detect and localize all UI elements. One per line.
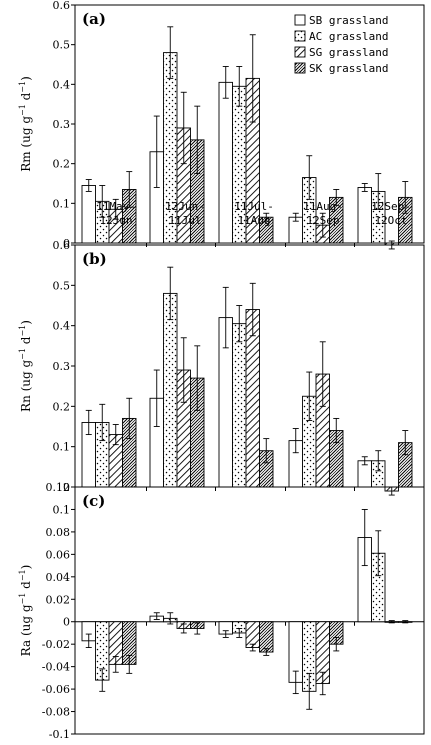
y-axis-label-part: )	[19, 76, 33, 81]
category-label: 12Sep-	[371, 200, 411, 213]
y-tick-label: -0.1	[49, 728, 70, 741]
legend-entry: SG grassland	[309, 46, 388, 59]
y-tick-label: -0.04	[42, 661, 70, 674]
category-label: 11Jul	[168, 214, 201, 227]
y-tick-label: 0.5	[53, 39, 71, 52]
y-tick-label: -0.06	[42, 683, 70, 696]
y-axis-label: Ra (ug g−1 d−1)	[18, 565, 33, 657]
legend-swatch-sb	[294, 14, 306, 26]
y-tick-label: 0	[63, 481, 70, 494]
panel-a: 00.10.20.30.40.50.6(a)Rm (ug g−1 d−1)	[18, 0, 425, 250]
y-tick-label: 0.6	[53, 0, 71, 12]
y-axis-label-part: )	[19, 565, 33, 570]
category-label: 12Jun-	[165, 200, 205, 213]
y-tick-label: 0.02	[46, 593, 71, 606]
y-axis-label-part: Ra (ug g	[19, 604, 33, 656]
y-tick-label: 0.1	[53, 503, 71, 516]
y-tick-label: 0.2	[53, 158, 71, 171]
panel-label: (b)	[82, 250, 107, 268]
plot-frame	[74, 486, 425, 735]
y-tick-label: 0.08	[46, 526, 71, 539]
y-axis-label-part: −1	[18, 348, 27, 360]
y-axis-label-part: d	[19, 92, 33, 104]
y-tick-label: 0.12	[46, 481, 71, 494]
y-tick-label: -0.02	[42, 638, 70, 651]
y-axis-label: Rn (ug g−1 d−1)	[18, 320, 33, 412]
y-axis-label-part: −1	[18, 325, 27, 337]
y-tick-label: 0	[63, 237, 70, 250]
legend-entry: AC grassland	[309, 30, 388, 43]
panel-label: (a)	[82, 10, 106, 28]
y-tick-label: 0.3	[53, 118, 71, 131]
y-tick-label: 0.06	[46, 548, 71, 561]
y-tick-label: 0.1	[53, 197, 71, 210]
panel-c: -0.1 -0.08 -0.06 -0.04 -0.02 0 0.02 0.04 0.06 0.0…	[18, 481, 425, 741]
bar-sb-5	[357, 187, 372, 244]
category-label: 12Jun	[99, 214, 132, 227]
category-label: 12Sep	[306, 214, 339, 227]
category-label: 11Aug-	[303, 200, 343, 213]
legend-entry: SK grassland	[309, 62, 388, 75]
y-tick-label: 0.5	[53, 279, 71, 292]
legend-swatch-sk	[294, 62, 306, 74]
y-tick-label: 0.4	[53, 78, 71, 91]
bar-ac-2	[163, 292, 178, 488]
category-label: 11Jul-	[234, 200, 274, 213]
category-label: 11May-	[96, 200, 136, 213]
y-axis-label: Rm (ug g−1 d−1)	[18, 76, 33, 172]
bar-ac-3	[232, 323, 247, 488]
bar-sk-3	[259, 621, 274, 653]
y-axis-label-part: Rm (ug g	[19, 116, 33, 172]
y-tick-label: 0.4	[53, 320, 71, 333]
bar-sb-3	[218, 81, 233, 244]
y-axis-label-part: −1	[18, 104, 27, 116]
y-axis-label-part: Rn (ug g	[19, 359, 33, 411]
y-axis-label-part: −1	[18, 81, 27, 93]
panel-b: 00.10.20.30.40.50.6(b)Rn (ug g−1 d−1)	[18, 239, 425, 496]
panel-label: (c)	[82, 492, 105, 510]
y-tick-label: 0	[63, 616, 70, 629]
bar-sg-3	[245, 621, 260, 649]
y-axis-label-part: d	[19, 581, 33, 593]
y-tick-label: -0.08	[42, 706, 70, 719]
legend-swatch-ac	[294, 30, 306, 42]
y-tick-label: 0.04	[46, 571, 71, 584]
y-axis-label-part: )	[19, 320, 33, 325]
legend-swatch-sg	[294, 46, 306, 58]
category-label: 12Oct	[374, 214, 407, 227]
y-axis-label-part: −1	[18, 569, 27, 581]
y-tick-label: 0.6	[53, 239, 71, 252]
y-axis-label-part: −1	[18, 593, 27, 605]
legend-entry: SB grassland	[309, 14, 388, 27]
bar-sb-1	[81, 185, 96, 244]
plot-root: 00.10.20.30.40.50.6(a)Rm (ug g−1 d−1)00.…	[18, 0, 425, 741]
y-axis-label-part: d	[19, 336, 33, 348]
y-tick-label: 0.3	[53, 360, 71, 373]
y-tick-label: 0.1	[53, 441, 71, 454]
category-label: 11Aug	[237, 214, 270, 227]
y-tick-label: 0.2	[53, 400, 71, 413]
